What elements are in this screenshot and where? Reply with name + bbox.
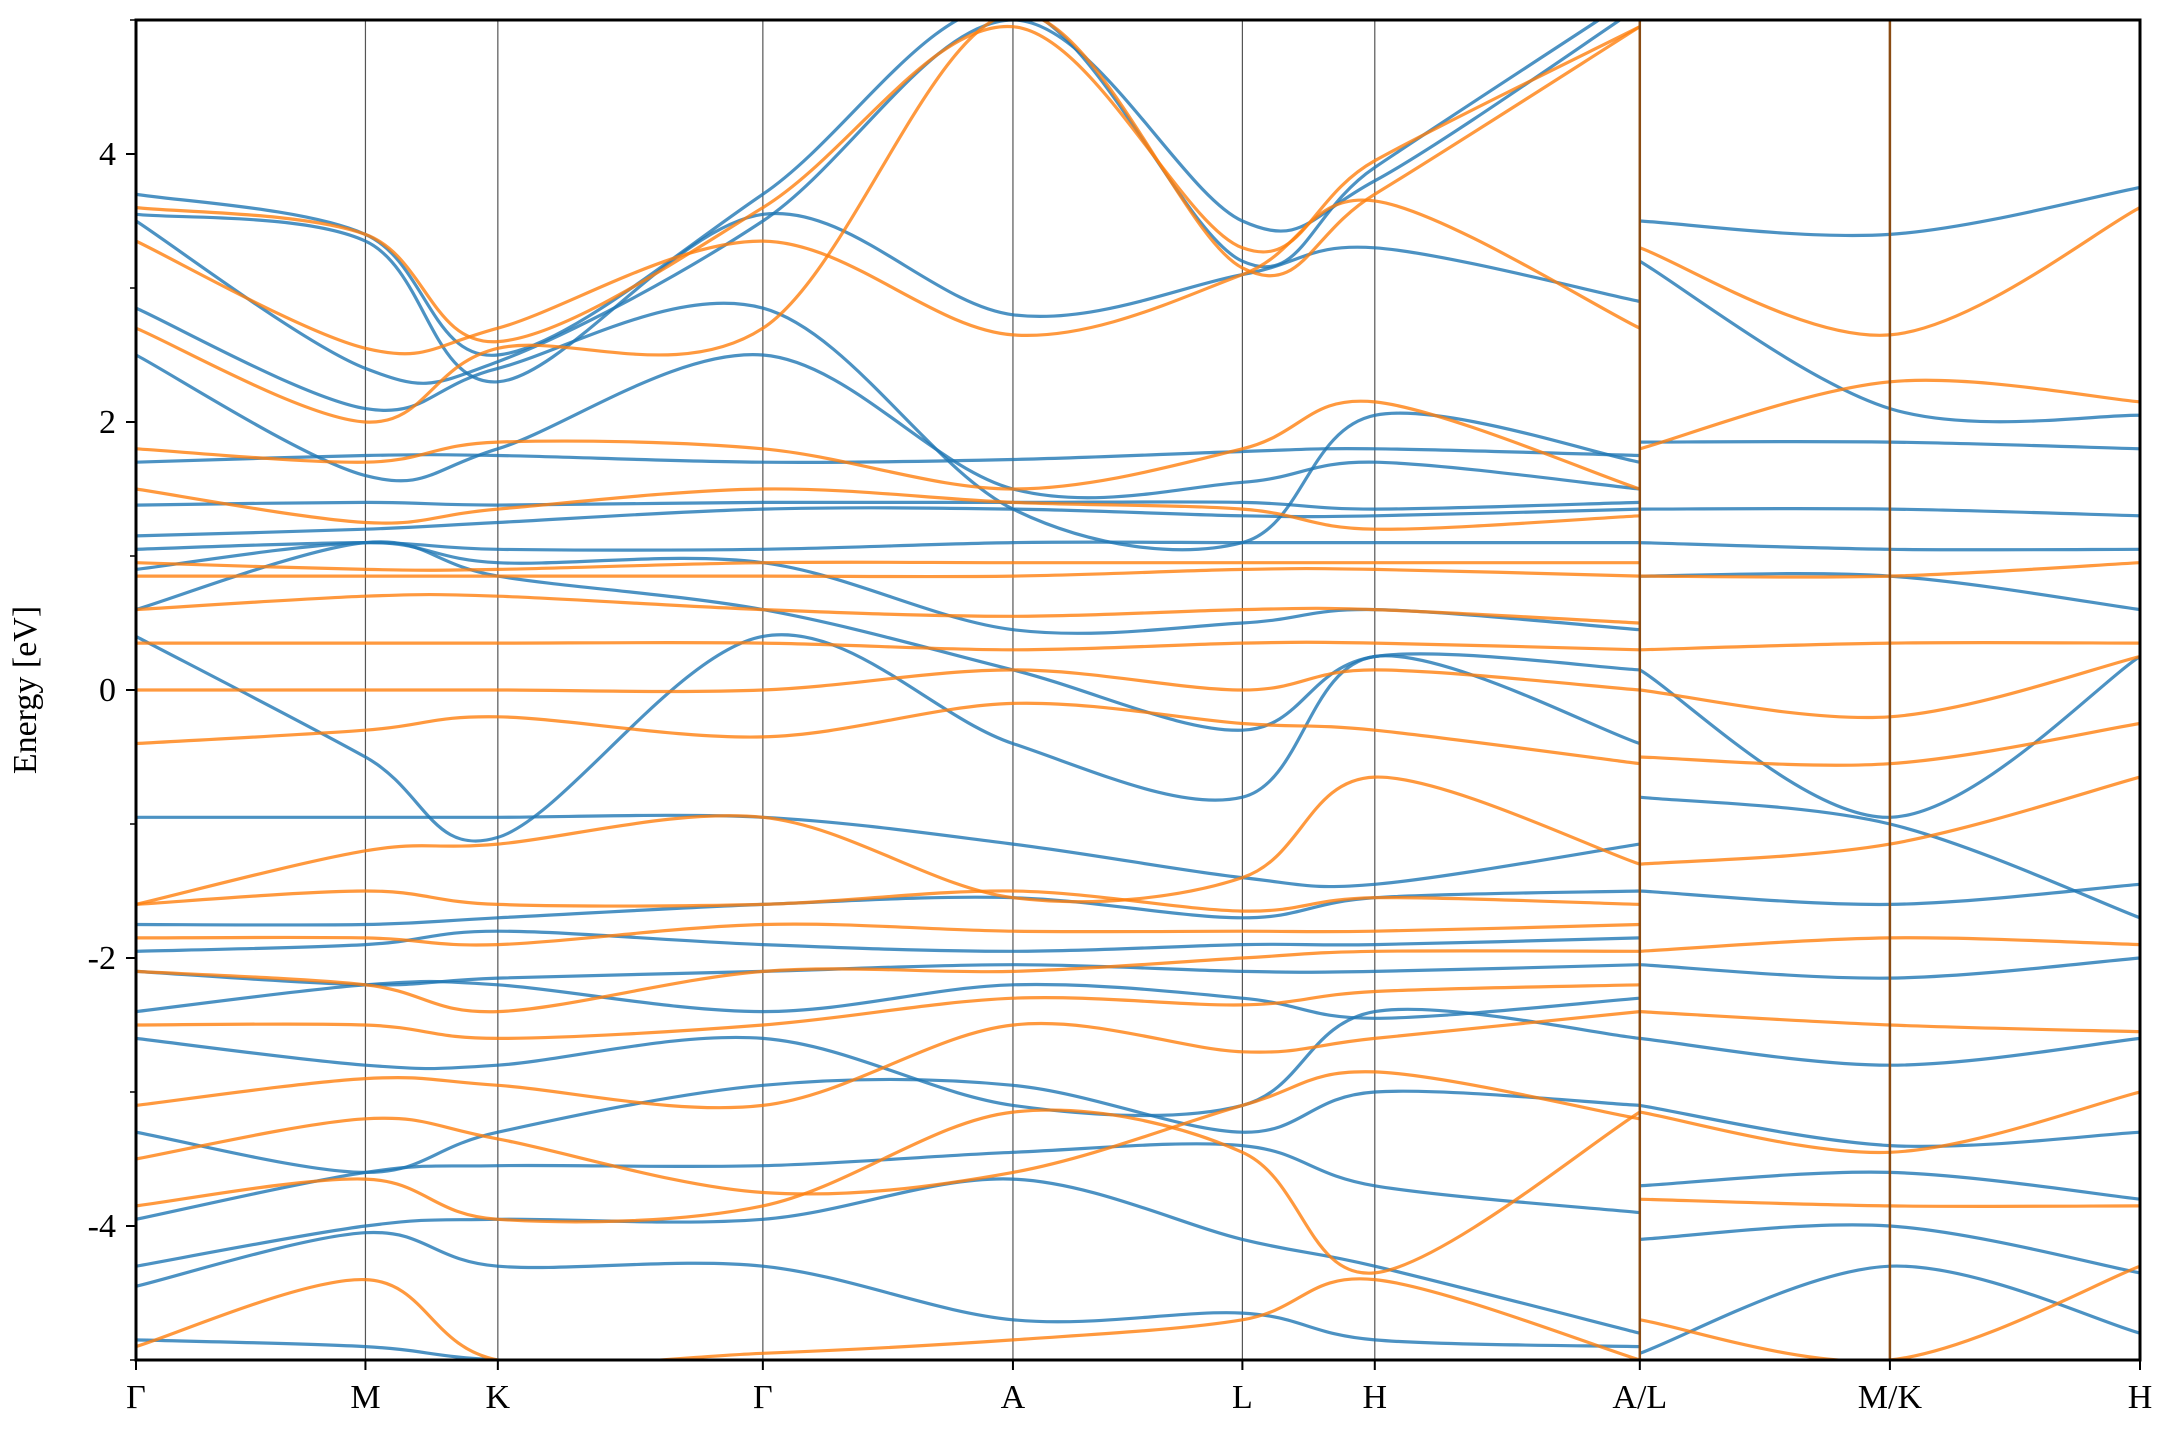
x-tick-label: K [486, 1379, 511, 1416]
band-line [136, 633, 1641, 843]
path-breaks [1638, 20, 1892, 1360]
band-line [136, 922, 1640, 947]
band-line [136, 701, 1641, 766]
band-line [136, 399, 1641, 491]
band-line [1639, 1264, 2140, 1360]
x-tick-label: H [1363, 1379, 1388, 1416]
band-line [136, 1077, 1640, 1174]
band-line [136, 447, 1640, 464]
x-axis: Γ M K Γ A L H A/L M/K H [126, 1360, 2152, 1416]
y-tick-label: 4 [99, 136, 116, 173]
band-line [136, 20, 1641, 424]
y-tick-label: -4 [88, 1208, 116, 1245]
band-line [136, 592, 1640, 625]
band-line [136, 560, 1640, 572]
band-line [136, 20, 1602, 357]
band-line [136, 983, 1640, 1040]
y-axis: -4 -2 0 2 4 [88, 19, 136, 1361]
band-line [136, 929, 1640, 953]
y-axis-title: Energy [eV] [7, 606, 44, 774]
band-line [136, 500, 1640, 511]
band-line [136, 506, 1640, 538]
band-line [136, 566, 1640, 579]
y-tick-label: 2 [99, 404, 116, 441]
band-lines [136, 20, 2140, 1360]
band-line [136, 668, 1640, 694]
band-line [136, 487, 1640, 531]
band-line [136, 1277, 1641, 1360]
x-tick-label: M/K [1858, 1379, 1923, 1416]
band-line [136, 353, 1640, 500]
band-line [136, 25, 1641, 344]
band-line [136, 813, 1641, 889]
band-line [136, 198, 1641, 356]
band-line [136, 775, 1641, 906]
band-line [136, 301, 1641, 552]
band-line [136, 949, 1640, 1014]
band-line [136, 1108, 1641, 1275]
band-line [136, 1338, 539, 1360]
band-series-1 [136, 20, 2140, 1360]
x-tick-label: A/L [1612, 1379, 1667, 1416]
band-line [136, 1230, 1640, 1349]
x-tick-label: Γ [753, 1379, 773, 1416]
x-tick-label: L [1232, 1379, 1253, 1416]
band-line [136, 1177, 1641, 1335]
band-line [136, 640, 1640, 652]
band-line [136, 889, 1640, 913]
band-line [136, 1007, 1640, 1118]
y-tick-label: -2 [88, 940, 116, 977]
y-tick-label: 0 [99, 672, 116, 709]
band-line [136, 1010, 1640, 1110]
x-tick-label: A [1001, 1379, 1026, 1416]
x-tick-label: Γ [126, 1379, 146, 1416]
band-line [136, 211, 1641, 384]
band-line [136, 963, 1640, 987]
band-line [136, 540, 1640, 552]
x-tick-label: H [2128, 1379, 2153, 1416]
band-line [136, 1070, 1641, 1196]
x-tick-label: M [350, 1379, 380, 1416]
